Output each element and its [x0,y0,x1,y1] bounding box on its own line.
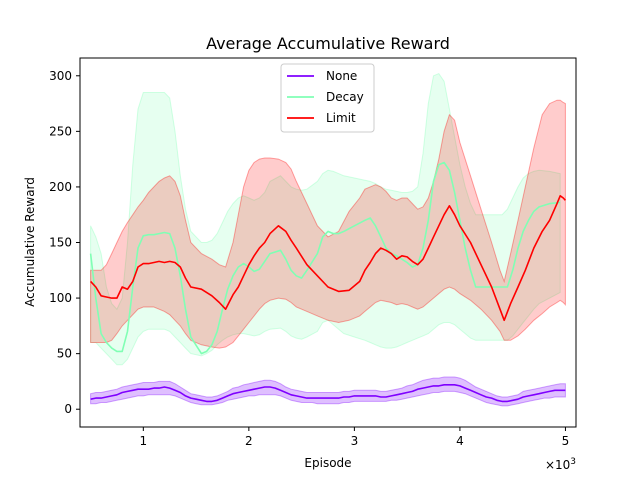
x-tick-label: 3 [351,434,359,448]
y-tick-label: 0 [64,402,72,416]
legend-label: Decay [326,90,364,104]
x-tick-label: 5 [562,434,570,448]
x-axis: 1 2 3 4 5 [139,427,569,448]
decay-band [90,72,561,366]
legend-box [280,63,375,133]
chart-title: Average Accumulative Reward [206,34,450,53]
y-tick-label: 100 [49,291,72,305]
y-tick-label: 300 [49,69,72,83]
y-tick-label: 200 [49,180,72,194]
legend: None Decay Limit [280,63,375,133]
x-axis-multiplier: ×103 [545,457,576,472]
limit-band [90,99,566,349]
legend-label: None [326,69,357,83]
y-tick-label: 50 [57,347,72,361]
y-tick-label: 150 [49,236,72,250]
x-tick-label: 2 [245,434,253,448]
x-axis-label: Episode [304,456,351,470]
legend-label: Limit [326,111,356,125]
x-tick-label: 1 [139,434,147,448]
x-axis-multiplier-base: ×10 [545,458,570,472]
y-axis-label: Accumulative Reward [23,177,37,307]
x-axis-multiplier-exponent: 3 [570,457,576,467]
limit-line [90,195,566,322]
y-tick-label: 250 [49,124,72,138]
y-axis: 0 50 100 150 200 250 300 [49,69,80,416]
x-tick-label: 4 [456,434,464,448]
none-line [90,384,566,403]
series-lines [89,161,566,403]
decay-line [89,161,561,355]
